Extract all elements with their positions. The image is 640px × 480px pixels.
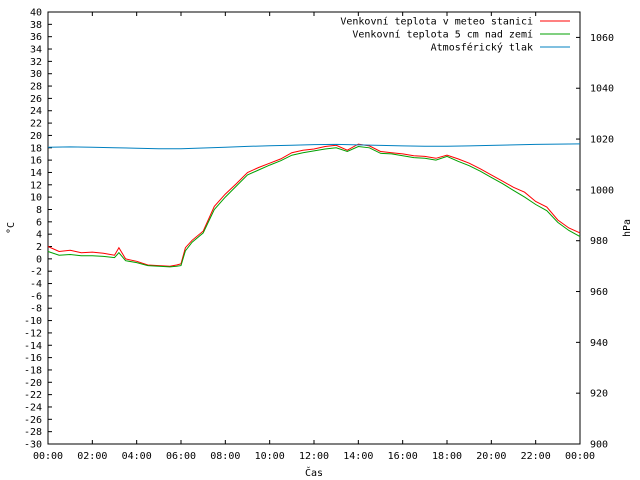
y-axis-title: °C — [6, 222, 17, 234]
y-tick-label: 14 — [30, 168, 42, 179]
y2-tick-label: 900 — [590, 440, 608, 451]
y2-tick-label: 1060 — [590, 33, 614, 44]
y-tick-label: 18 — [30, 143, 42, 154]
y-tick-label: 12 — [30, 180, 42, 191]
y-tick-label: 36 — [30, 32, 42, 43]
y-tick-label: 34 — [30, 45, 42, 56]
y2-tick-label: 920 — [590, 389, 608, 400]
y-tick-label: 8 — [36, 205, 42, 216]
y-tick-label: -20 — [24, 378, 42, 389]
x-axis-title: Čas — [305, 466, 323, 479]
x-tick-label: 04:00 — [122, 451, 152, 462]
y-tick-label: 16 — [30, 156, 42, 167]
y-tick-label: 32 — [30, 57, 42, 68]
y-tick-label: 2 — [36, 242, 42, 253]
x-tick-label: 12:00 — [299, 451, 329, 462]
y2-tick-label: 960 — [590, 287, 608, 298]
y-tick-label: -2 — [30, 267, 42, 278]
y2-tick-label: 940 — [590, 338, 608, 349]
x-tick-label: 00:00 — [565, 451, 595, 462]
plot-frame — [47, 11, 581, 445]
y-tick-label: 30 — [30, 69, 42, 80]
x-tick-label: 10:00 — [255, 451, 285, 462]
y-tick-label: 26 — [30, 94, 42, 105]
x-tick-label: 16:00 — [388, 451, 418, 462]
legend-label-2: Atmosférický tlak — [431, 42, 533, 54]
y-tick-label: -26 — [24, 415, 42, 426]
x-tick-label: 18:00 — [432, 451, 462, 462]
y-tick-label: -6 — [30, 291, 42, 302]
x-tick-label: 06:00 — [166, 451, 196, 462]
y-tick-label: 6 — [36, 217, 42, 228]
y-tick-label: 28 — [30, 82, 42, 93]
y-tick-label: 38 — [30, 20, 42, 31]
y2-axis-title: hPa — [622, 219, 633, 237]
y-tick-label: 24 — [30, 106, 42, 117]
y2-axis-ticks: 900 920 940 960 980 1000 1020 1040 1060 — [576, 33, 614, 451]
x-tick-label: 00:00 — [33, 451, 63, 462]
x-tick-label: 20:00 — [476, 451, 506, 462]
y-tick-label: -16 — [24, 353, 42, 364]
y-tick-label: 20 — [30, 131, 42, 142]
series-line-1 — [47, 145, 581, 268]
y-tick-label: 10 — [30, 193, 42, 204]
x-tick-label: 02:00 — [77, 451, 107, 462]
y-tick-label: 22 — [30, 119, 42, 130]
series-line-0 — [47, 143, 581, 267]
y-tick-label: 0 — [36, 254, 42, 265]
y2-tick-label: 980 — [590, 236, 608, 247]
y-tick-label: -8 — [30, 304, 42, 315]
y2-tick-label: 1040 — [590, 84, 614, 95]
x-tick-label: 14:00 — [343, 451, 373, 462]
series-lines — [47, 143, 581, 268]
y-tick-label: -24 — [24, 402, 42, 413]
x-tick-label: 22:00 — [521, 451, 551, 462]
y-tick-label: 4 — [36, 230, 42, 241]
legend-label-0: Venkovní teplota v meteo stanici — [340, 16, 533, 28]
y-tick-label: -14 — [24, 341, 42, 352]
y-axis-ticks: -30-28-26-24-22-20-18-16-14-12-10-8-6-4-… — [24, 8, 52, 451]
y2-tick-label: 1020 — [590, 135, 614, 146]
y2-tick-label: 1000 — [590, 185, 614, 196]
y-tick-label: -18 — [24, 365, 42, 376]
y-tick-label: -4 — [30, 279, 42, 290]
y-tick-label: 40 — [30, 8, 42, 19]
series-line-2 — [47, 143, 581, 150]
legend-label-1: Venkovní teplota 5 cm nad zemí — [352, 29, 533, 41]
y-tick-label: -30 — [24, 440, 42, 451]
y-tick-label: -28 — [24, 427, 42, 438]
y-tick-label: -22 — [24, 390, 42, 401]
y-tick-label: -10 — [24, 316, 42, 327]
legend: Venkovní teplota v meteo staniciVenkovní… — [340, 16, 570, 54]
x-tick-label: 08:00 — [210, 451, 240, 462]
x-axis-ticks: 00:00 02:00 04:00 06:00 08:00 10:00 12:00 14:00… — [33, 12, 595, 462]
y-tick-label: -12 — [24, 328, 42, 339]
